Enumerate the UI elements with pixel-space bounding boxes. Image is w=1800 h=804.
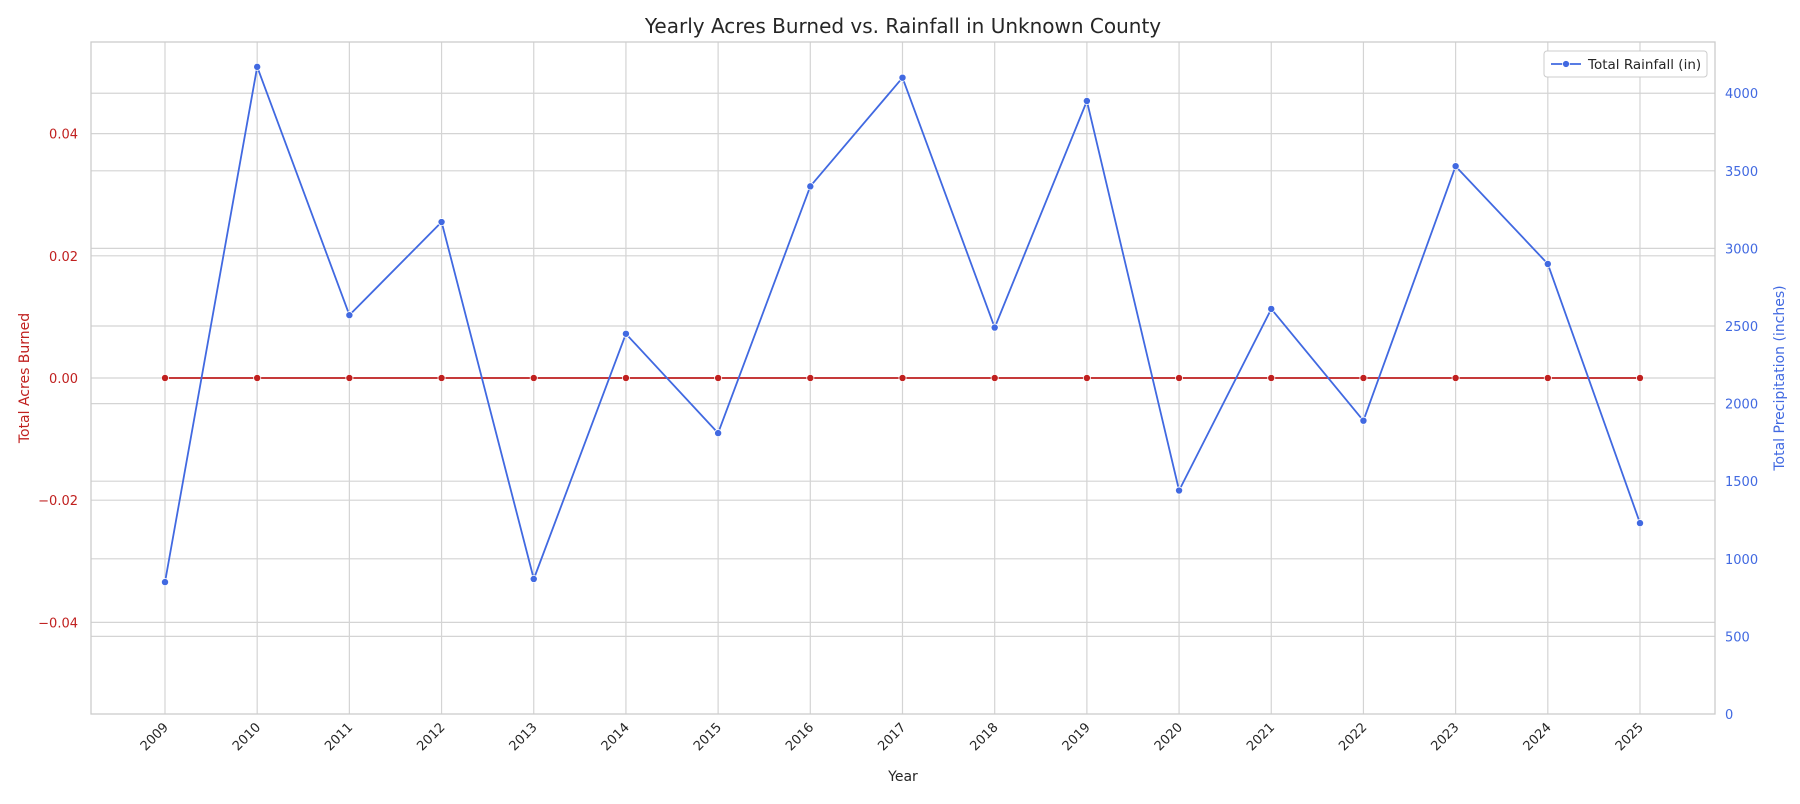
acres-burned-point xyxy=(1636,373,1645,382)
acres-burned-point xyxy=(1451,373,1460,382)
acres-burned-point xyxy=(1175,373,1184,382)
rainfall-point xyxy=(1267,304,1276,313)
rainfall-point xyxy=(160,578,169,587)
rainfall-point xyxy=(806,182,815,191)
x-tick-label: 2012 xyxy=(414,720,448,754)
acres-burned-point xyxy=(621,373,630,382)
right-tick-label: 500 xyxy=(1725,630,1750,645)
legend-box xyxy=(1543,50,1708,78)
left-tick-label: 0.04 xyxy=(49,128,78,143)
rainfall-point xyxy=(1082,96,1091,105)
x-tick-label: 2021 xyxy=(1244,720,1278,754)
series-layer xyxy=(160,62,1645,587)
legend: Total Rainfall (in) xyxy=(1543,50,1708,78)
acres-burned-point xyxy=(529,373,538,382)
left-tick-label: 0.00 xyxy=(49,372,78,387)
x-tick-label: 2016 xyxy=(783,720,817,754)
acres-burned-point xyxy=(1543,373,1552,382)
x-tick-label: 2014 xyxy=(599,720,633,754)
x-tick-label: 2010 xyxy=(230,720,264,754)
right-axis-label: Total Precipitation (inches) xyxy=(1772,285,1788,471)
rainfall-point xyxy=(253,62,262,71)
right-tick-label: 3500 xyxy=(1725,165,1758,180)
rainfall-point xyxy=(1636,519,1645,528)
legend-label: Total Rainfall (in) xyxy=(1587,57,1701,73)
rainfall-point xyxy=(714,429,723,438)
acres-burned-point xyxy=(1359,373,1368,382)
rainfall-point xyxy=(437,218,446,227)
rainfall-point xyxy=(621,329,630,338)
right-tick-label: 1000 xyxy=(1725,553,1758,568)
rainfall-point xyxy=(898,73,907,82)
acres-burned-point xyxy=(1267,373,1276,382)
acres-burned-point xyxy=(437,373,446,382)
x-tick-label: 2011 xyxy=(322,720,356,754)
rainfall-point xyxy=(990,323,999,332)
acres-burned-point xyxy=(898,373,907,382)
rainfall-point xyxy=(1451,162,1460,171)
left-tick-label: −0.02 xyxy=(38,494,78,509)
right-tick-label: 2000 xyxy=(1725,398,1758,413)
rainfall-point xyxy=(1543,259,1552,268)
x-tick-label: 2025 xyxy=(1613,720,1647,754)
x-tick-label: 2020 xyxy=(1152,720,1186,754)
acres-burned-point xyxy=(806,373,815,382)
x-tick-label: 2009 xyxy=(138,720,172,754)
acres-burned-point xyxy=(714,373,723,382)
plot-frame xyxy=(90,41,1716,715)
right-tick-label: 3000 xyxy=(1725,242,1758,257)
x-tick-label: 2022 xyxy=(1336,720,1370,754)
right-tick-label: 2500 xyxy=(1725,320,1758,335)
x-tick-label: 2013 xyxy=(507,720,541,754)
left-axis-label: Total Acres Burned xyxy=(17,313,33,444)
x-tick-label: 2019 xyxy=(1060,720,1094,754)
right-tick-label: 4000 xyxy=(1725,87,1758,102)
right-tick-label: 0 xyxy=(1725,708,1733,723)
rainfall-point xyxy=(529,574,538,583)
left-tick-labels: −0.04 −0.02 0.00 0.02 0.04 xyxy=(38,128,78,632)
x-tick-label: 2018 xyxy=(968,720,1002,754)
legend-marker xyxy=(1562,60,1570,68)
acres-burned-point xyxy=(990,373,999,382)
left-tick-label: 0.02 xyxy=(49,250,78,265)
right-tick-labels: 0 500 1000 1500 2000 2500 3000 3500 4000 xyxy=(1725,87,1758,723)
left-tick-label: −0.04 xyxy=(38,616,78,631)
x-tick-label: 2017 xyxy=(875,720,909,754)
rainfall-point xyxy=(1175,486,1184,495)
x-tick-labels: 2009 2010 2011 2012 2013 2014 2015 2016 2017 2018… xyxy=(138,720,1647,754)
x-tick-label: 2015 xyxy=(691,720,725,754)
acres-burned-point xyxy=(345,373,354,382)
x-tick-label: 2024 xyxy=(1521,720,1555,754)
rainfall-point xyxy=(345,311,354,320)
chart-title: Yearly Acres Burned vs. Rainfall in Unkn… xyxy=(644,14,1161,38)
x-axis-label: Year xyxy=(887,769,918,785)
rainfall-point xyxy=(1359,416,1368,425)
right-tick-label: 1500 xyxy=(1725,475,1758,490)
x-tick-label: 2023 xyxy=(1428,720,1462,754)
acres-burned-point xyxy=(160,373,169,382)
acres-burned-point xyxy=(1082,373,1091,382)
acres-burned-point xyxy=(253,373,262,382)
